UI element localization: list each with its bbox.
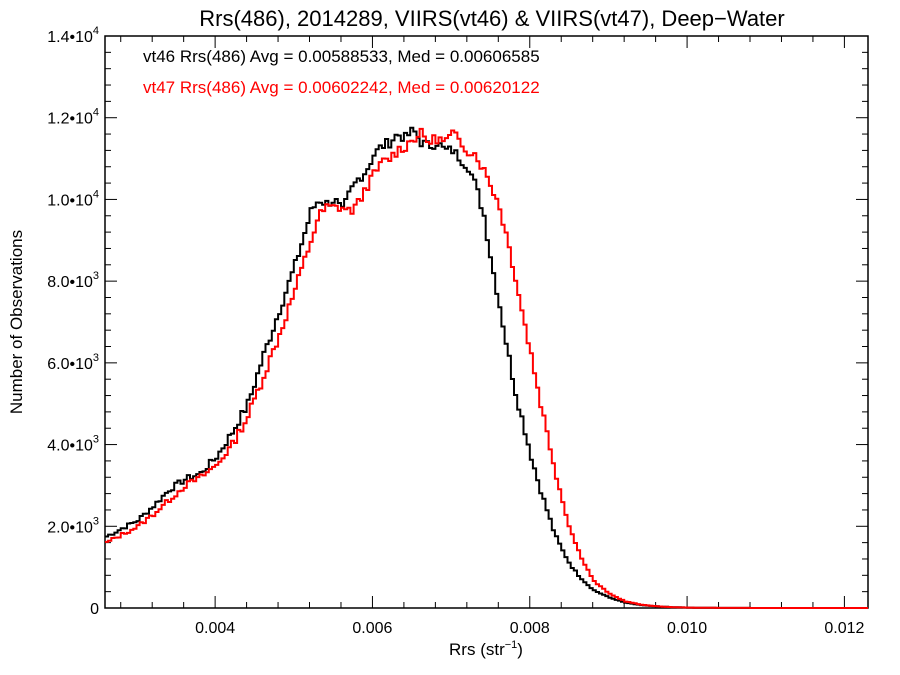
x-axis-label: Rrs (str−1)	[449, 639, 523, 659]
x-axis-label-sup: −1	[505, 639, 518, 651]
y-tick-mantissa: 1.4•10	[47, 29, 93, 46]
y-tick-label: 0	[90, 601, 99, 618]
x-axis-label-end: )	[517, 640, 523, 659]
y-tick-mantissa: 0	[90, 601, 99, 618]
y-axis-label: Number of Observations	[7, 230, 26, 414]
y-tick-exponent: 3	[93, 434, 99, 446]
annotation-vt46: vt46 Rrs(486) Avg = 0.00588533, Med = 0.…	[143, 47, 540, 66]
y-tick-exponent: 4	[93, 188, 99, 200]
y-tick-mantissa: 4.0•10	[47, 438, 93, 455]
y-tick-label: 1.2•104	[47, 107, 99, 128]
y-tick-mantissa: 8.0•10	[47, 274, 93, 291]
y-tick-exponent: 3	[93, 270, 99, 282]
y-tick-mantissa: 1.0•10	[47, 192, 93, 209]
series-line-vt47	[105, 127, 868, 609]
series-lines	[105, 126, 868, 609]
y-tick-label: 6.0•103	[47, 352, 99, 373]
x-tick-label: 0.004	[195, 620, 235, 637]
y-tick-label: 8.0•103	[47, 270, 99, 291]
y-tick-label: 1.0•104	[47, 188, 99, 209]
x-tick-label: 0.012	[824, 620, 864, 637]
chart-title: Rrs(486), 2014289, VIIRS(vt46) & VIIRS(v…	[199, 6, 784, 31]
y-tick-label: 2.0•103	[47, 515, 99, 536]
y-tick-mantissa: 6.0•10	[47, 356, 93, 373]
y-tick-mantissa: 2.0•10	[47, 519, 93, 536]
y-tick-label: 4.0•103	[47, 434, 99, 455]
y-tick-exponent: 3	[93, 515, 99, 527]
y-tick-exponent: 4	[93, 25, 99, 37]
x-tick-label: 0.008	[510, 620, 550, 637]
y-tick-exponent: 4	[93, 107, 99, 119]
y-tick-exponent: 3	[93, 352, 99, 364]
x-axis-label-main: Rrs (str	[449, 640, 505, 659]
x-tick-label: 0.010	[667, 620, 707, 637]
y-ticks: 02.0•1034.0•1036.0•1038.0•1031.0•1041.2•…	[47, 25, 868, 618]
y-tick-label: 1.4•104	[47, 25, 99, 46]
x-tick-label: 0.006	[352, 620, 392, 637]
annotation-vt47: vt47 Rrs(486) Avg = 0.00602242, Med = 0.…	[143, 78, 540, 97]
plot-area	[104, 35, 869, 609]
y-tick-mantissa: 1.2•10	[47, 111, 93, 128]
